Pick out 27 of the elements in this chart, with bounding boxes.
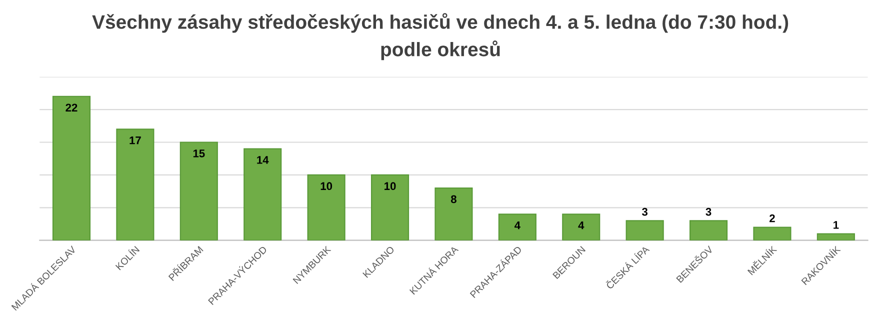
bar — [498, 214, 536, 240]
bar — [180, 142, 218, 240]
bar — [307, 174, 346, 240]
bar — [690, 220, 728, 240]
data-label: 4 — [578, 222, 584, 230]
bar — [244, 148, 282, 240]
bar — [434, 187, 473, 240]
data-label: 4 — [514, 222, 520, 230]
data-label: 17 — [130, 136, 141, 144]
data-label: 2 — [770, 214, 775, 222]
data-label: 15 — [193, 150, 205, 158]
data-label: 10 — [320, 182, 332, 190]
bar — [753, 226, 792, 240]
bar — [816, 233, 855, 240]
bar — [626, 220, 664, 240]
data-label: 3 — [706, 208, 712, 216]
bar — [370, 174, 410, 240]
data-label: 22 — [66, 104, 78, 112]
bar — [52, 96, 91, 240]
data-label: 3 — [642, 208, 648, 216]
data-label: 1 — [834, 221, 839, 229]
bar — [562, 214, 600, 240]
data-label: 10 — [384, 182, 396, 190]
data-label: 14 — [257, 156, 269, 164]
bar — [116, 128, 154, 240]
data-label: 8 — [450, 195, 456, 204]
chart-title: Všechny zásahy středočeských hasičů ve dnech 4. a 5. ledna (do 7:30 hod.) podle okresů — [92, 13, 788, 60]
